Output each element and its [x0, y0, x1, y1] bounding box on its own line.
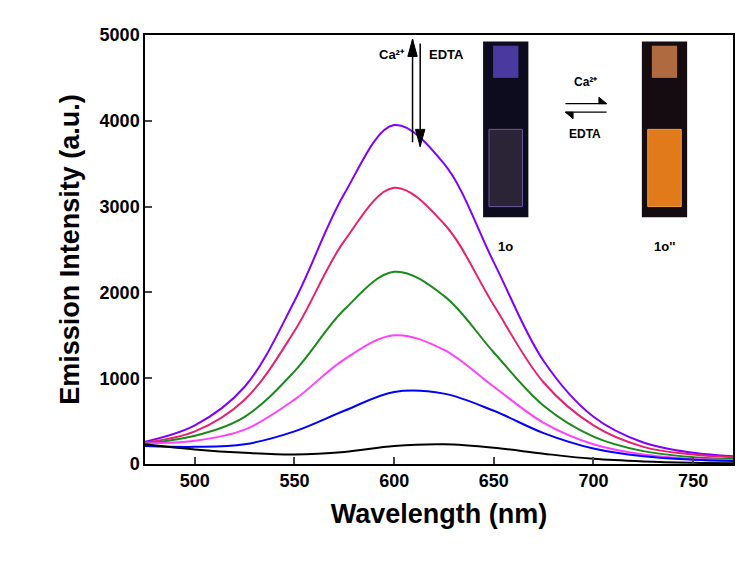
svg-text:550: 550	[279, 471, 309, 491]
svg-text:0: 0	[130, 454, 140, 474]
svg-text:4000: 4000	[100, 111, 140, 131]
svg-text:1o: 1o	[498, 239, 513, 254]
svg-text:1000: 1000	[100, 369, 140, 389]
svg-text:2000: 2000	[100, 283, 140, 303]
svg-text:750: 750	[678, 471, 708, 491]
svg-text:5000: 5000	[100, 25, 140, 45]
svg-text:700: 700	[578, 471, 608, 491]
svg-text:650: 650	[479, 471, 509, 491]
svg-text:Ca²⁺: Ca²⁺	[574, 75, 597, 89]
svg-text:EDTA: EDTA	[429, 47, 464, 62]
svg-text:1o'': 1o''	[654, 239, 675, 254]
svg-text:EDTA: EDTA	[569, 127, 601, 141]
svg-text:Ca²⁺: Ca²⁺	[379, 47, 405, 62]
svg-text:600: 600	[379, 471, 409, 491]
svg-text:3000: 3000	[100, 197, 140, 217]
svg-text:500: 500	[180, 471, 210, 491]
svg-text:Emission Intensity (a.u.): Emission Intensity (a.u.)	[55, 94, 85, 405]
svg-text:Wavelength (nm): Wavelength (nm)	[331, 499, 548, 529]
